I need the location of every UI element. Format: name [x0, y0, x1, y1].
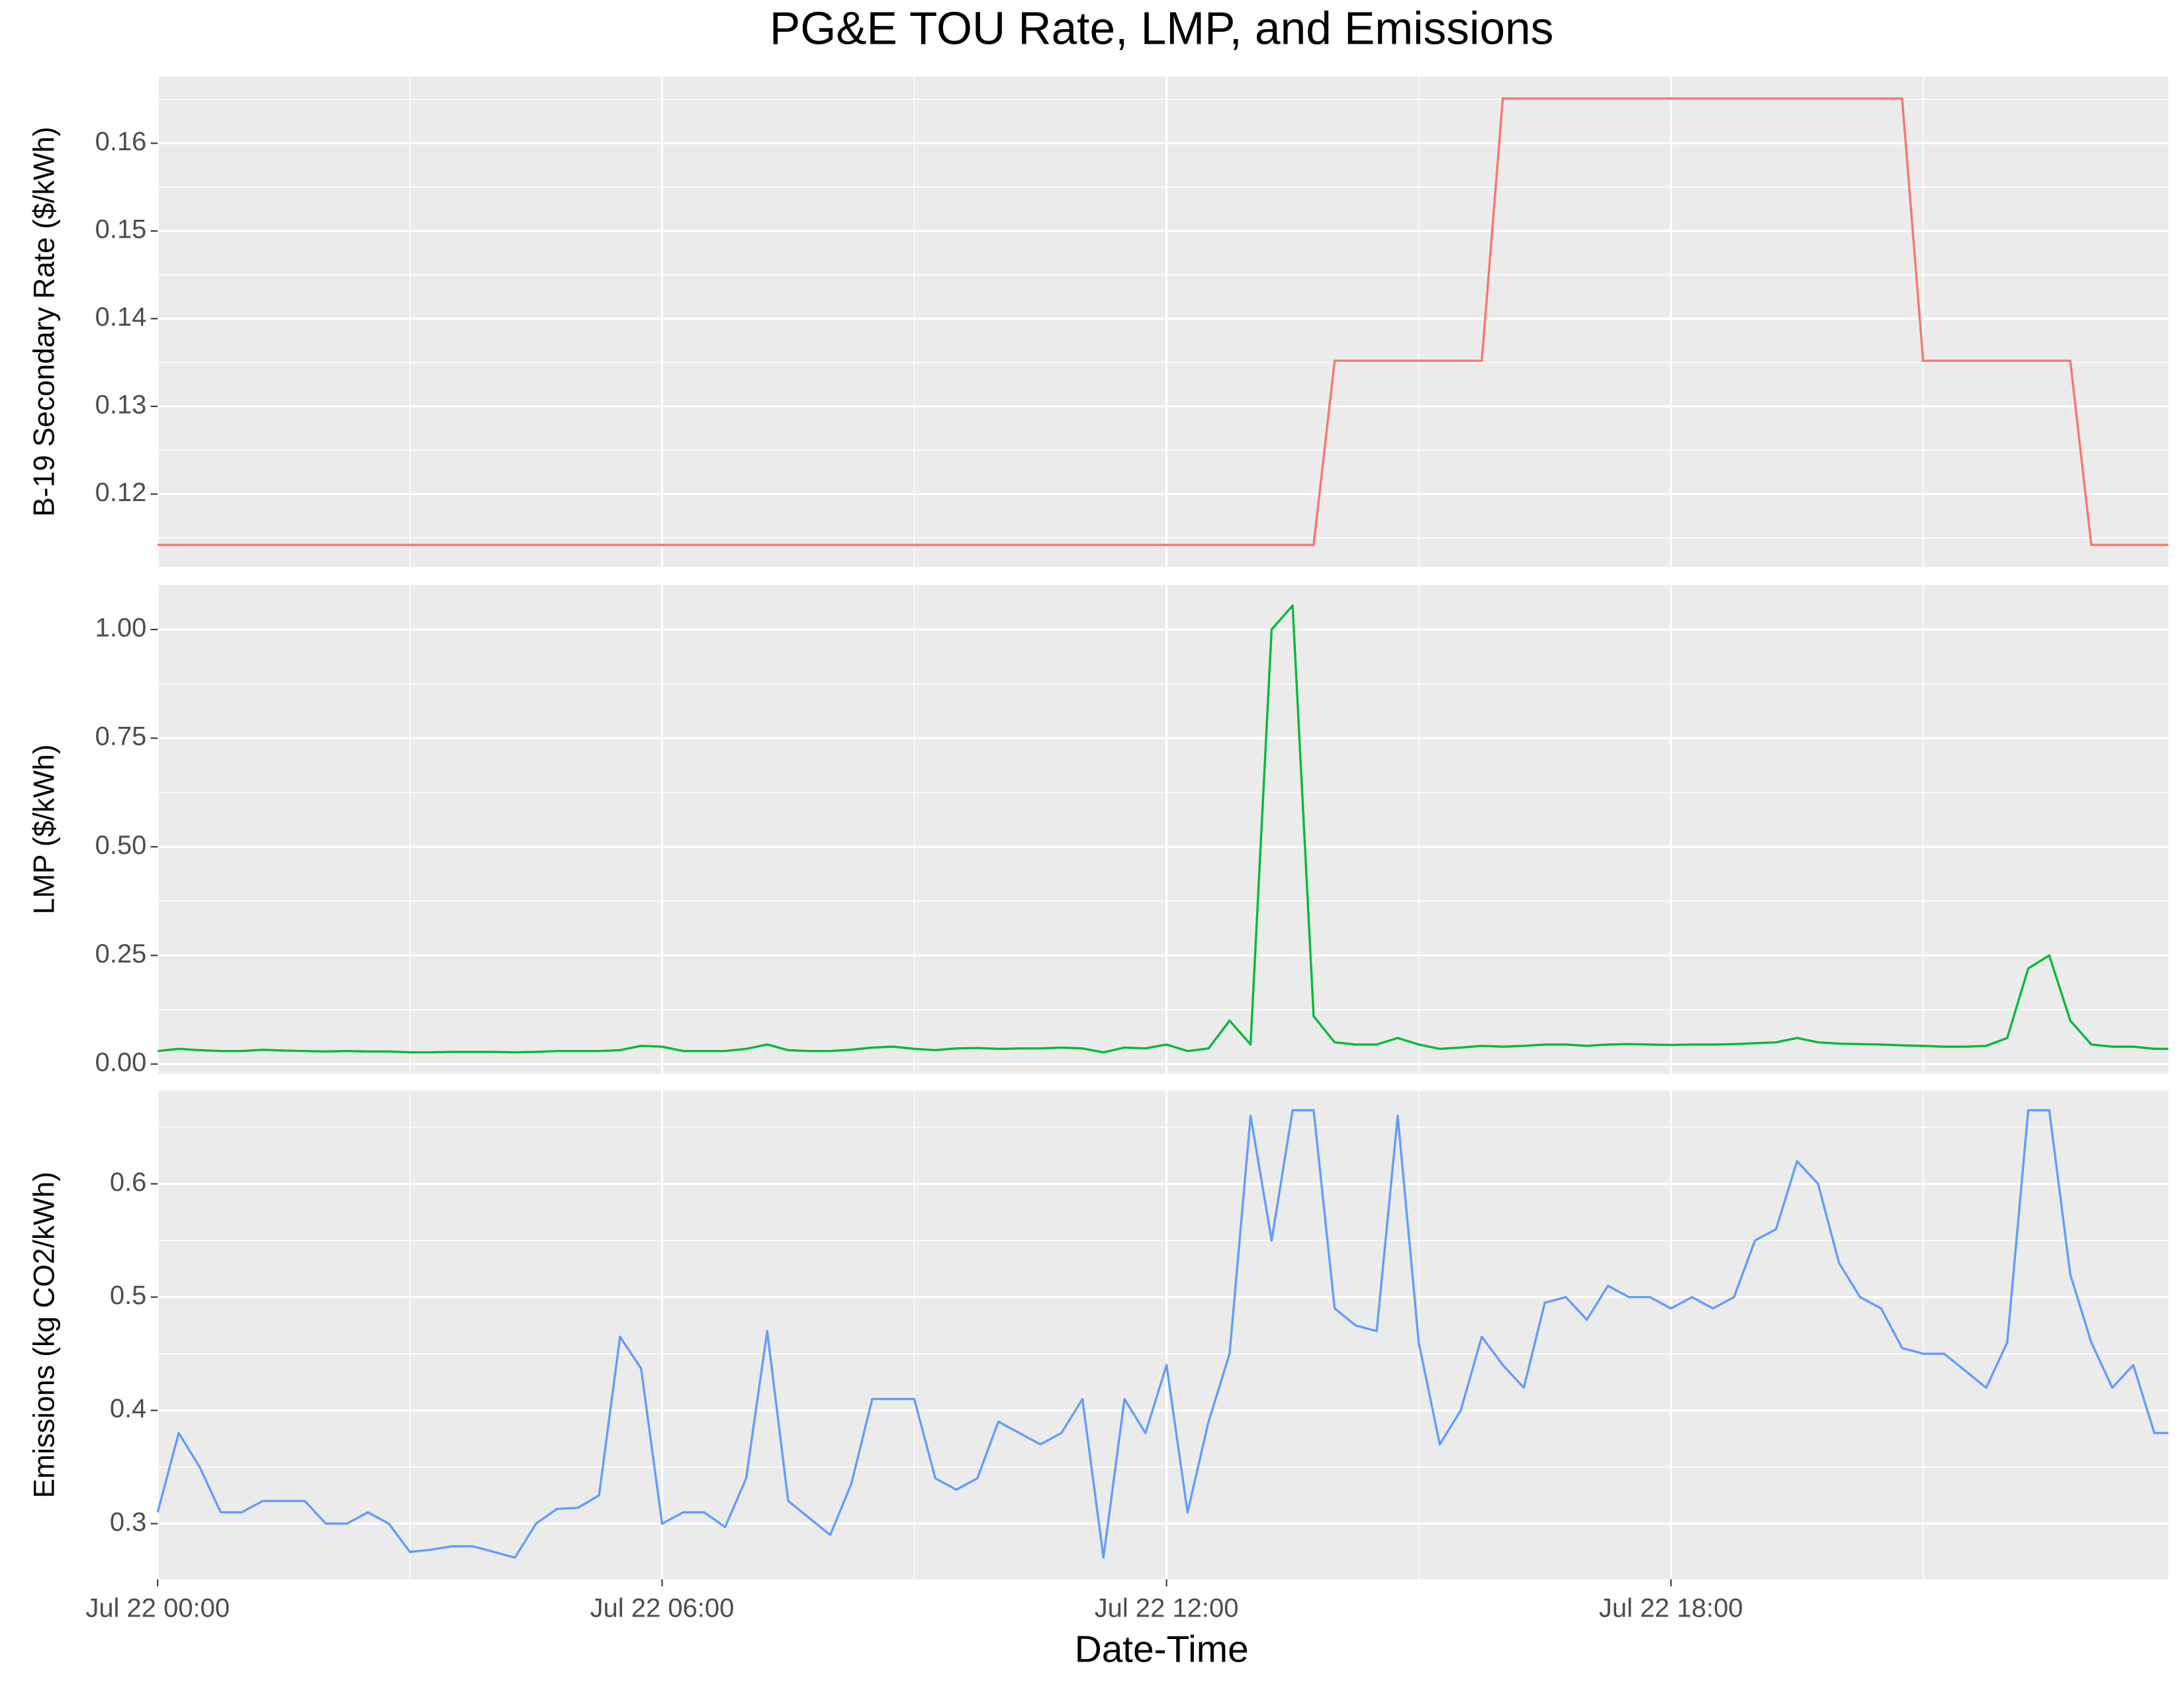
data-line — [158, 604, 2169, 1054]
panel-background — [158, 585, 2169, 1074]
data-line — [158, 97, 2169, 546]
y-tick-label: 0.4 — [110, 1394, 147, 1423]
x-tick-label: Jul 22 00:00 — [85, 1594, 230, 1623]
y-tick-label: 0.15 — [95, 214, 147, 244]
x-tick-label: Jul 22 12:00 — [1095, 1594, 1239, 1623]
y-tick-label: 0.16 — [95, 127, 147, 156]
panel-background — [158, 76, 2169, 567]
y-tick-label: 0.5 — [110, 1281, 147, 1310]
data-line — [156, 1109, 2169, 1559]
y-tick-label: 0.50 — [95, 831, 147, 860]
y-tick-label: 0.75 — [95, 722, 147, 751]
x-tick-label: Jul 22 06:00 — [590, 1594, 735, 1623]
y-tick-label: 0.6 — [110, 1168, 147, 1197]
panel-background — [158, 1090, 2169, 1579]
y-tick-label: 1.00 — [95, 614, 147, 643]
y-axis-title: LMP ($/kWh) — [28, 744, 61, 914]
y-axis-title: B-19 Secondary Rate ($/kWh) — [28, 126, 61, 516]
y-tick-label: 0.00 — [95, 1048, 147, 1077]
y-tick-label: 0.3 — [110, 1507, 147, 1536]
y-tick-label: 0.13 — [95, 390, 147, 419]
chart-title: PG&E TOU Rate, LMP, and Emissions — [770, 3, 1554, 54]
y-axis-title: Emissions (kg CO2/kWh) — [28, 1172, 61, 1498]
x-tick-label: Jul 22 18:00 — [1599, 1594, 1743, 1623]
x-axis-title: Date-Time — [1075, 1628, 1249, 1670]
y-tick-label: 0.12 — [95, 478, 147, 507]
y-tick-label: 0.14 — [95, 303, 147, 332]
y-tick-label: 0.25 — [95, 939, 147, 968]
